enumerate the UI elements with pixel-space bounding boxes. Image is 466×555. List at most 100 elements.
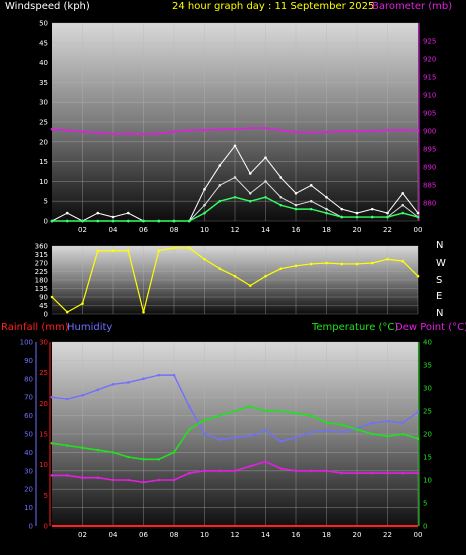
humidity-point: [401, 421, 405, 425]
wind-direction-point: [248, 284, 252, 287]
barometer-y-tick-label: 895: [423, 146, 436, 154]
temperature-point: [416, 437, 420, 440]
dewpoint-point: [248, 464, 252, 468]
x-tick-label: 08: [170, 226, 179, 234]
x-tick-label: 08: [170, 531, 179, 539]
humidity-point: [416, 410, 420, 414]
rainfall-axis-title: Rainfall (mm): [1, 322, 69, 333]
humidity-point: [96, 388, 100, 392]
humidity-point: [81, 394, 84, 397]
average-wind-point: [279, 203, 283, 207]
dewpoint-point: [264, 460, 267, 463]
barometer-point: [294, 130, 298, 134]
windspeed-axis-title: Windspeed (kph): [5, 1, 90, 12]
wind-direction-point: [142, 310, 145, 314]
wind-direction-point: [294, 264, 298, 268]
windspeed-point: [279, 195, 283, 199]
temperature-point: [50, 441, 54, 445]
humidity-point: [340, 430, 344, 434]
dewpoint-point: [96, 476, 100, 480]
temperature-point: [203, 418, 206, 422]
humidity-y-tick-label: 60: [24, 412, 33, 420]
gust-point: [264, 156, 267, 159]
wind-direction-point: [416, 274, 420, 278]
wind-direction-point: [81, 302, 84, 305]
windspeed-y-tick-label: 20: [39, 138, 48, 146]
wind-direction-point: [279, 267, 283, 270]
gust-point: [65, 211, 69, 215]
windspeed-y-tick-label: 0: [44, 218, 48, 226]
barometer-point: [309, 131, 313, 134]
barometer-point: [65, 128, 69, 132]
wind-direction-point: [386, 257, 389, 261]
wind-direction-point: [340, 262, 344, 266]
dewpoint-point: [172, 478, 176, 482]
barometer-point: [264, 126, 267, 130]
barometer-point: [340, 130, 344, 133]
x-tick-label: 04: [109, 226, 118, 234]
average-wind-point: [187, 219, 191, 223]
dewpoint-point: [157, 478, 161, 482]
compass-n-bottom: N: [436, 308, 443, 319]
direction-y-tick-label: 90: [39, 294, 48, 302]
rainfall-y-tick-label: 5: [44, 492, 48, 500]
gust-point: [325, 195, 328, 199]
temperature-y-tick-label: 0: [423, 523, 427, 531]
temperature-point: [172, 451, 176, 454]
humidity-axis-title: Humidity: [67, 322, 112, 333]
windspeed-y-tick-label: 10: [39, 178, 48, 186]
dewpoint-point: [50, 474, 54, 477]
barometer-y-tick-label: 925: [423, 38, 436, 46]
x-tick-label: 16: [292, 531, 301, 539]
humidity-y-tick-label: 30: [24, 467, 33, 475]
gust-point: [355, 211, 359, 215]
gust-point: [248, 172, 252, 175]
humidity-point: [309, 430, 313, 434]
windspeed-point: [309, 199, 313, 203]
barometer-y-tick-label: 905: [423, 110, 436, 118]
windspeed-y-tick-label: 15: [39, 158, 48, 166]
x-tick-label: 10: [200, 531, 209, 539]
rainfall-y-tick-label: 30: [39, 339, 48, 347]
average-wind-point: [248, 199, 252, 203]
barometer-point: [386, 128, 389, 132]
wind-direction-point: [309, 262, 313, 266]
temperature-point: [279, 409, 283, 413]
temperature-y-tick-label: 5: [423, 500, 427, 508]
humidity-point: [142, 377, 145, 381]
gust-point: [279, 176, 283, 179]
temperature-point: [187, 428, 191, 431]
average-wind-point: [264, 195, 267, 199]
x-tick-label: 20: [353, 531, 362, 539]
temperature-y-tick-label: 10: [423, 477, 432, 485]
dewpoint-point: [81, 476, 84, 480]
humidity-y-tick-label: 0: [29, 523, 33, 531]
direction-y-tick-label: 135: [35, 285, 48, 293]
windspeed-point: [294, 203, 298, 207]
x-tick-label: 18: [322, 531, 331, 539]
x-tick-label: 00: [414, 531, 423, 539]
wind-direction-point: [233, 274, 237, 278]
humidity-point: [248, 434, 252, 438]
temperature-plot: 02 04 06 08 10 12 14 16 18 20 22 000102030405060708…: [20, 339, 432, 540]
wind-direction-point: [325, 261, 328, 265]
average-wind-point: [416, 215, 420, 219]
barometer-point: [111, 132, 115, 136]
average-wind-point: [325, 211, 328, 215]
compass-s: S: [436, 275, 442, 286]
average-wind-point: [203, 211, 206, 215]
temperature-point: [126, 455, 130, 459]
humidity-point: [325, 429, 328, 432]
x-tick-label: 04: [109, 531, 118, 539]
temperature-point: [340, 423, 344, 427]
gust-point: [386, 211, 389, 215]
temperature-point: [96, 448, 100, 452]
wind-direction-point: [65, 310, 69, 314]
humidity-point: [126, 381, 130, 384]
x-tick-label: 22: [383, 226, 392, 234]
temperature-point: [401, 432, 405, 436]
barometer-point: [401, 128, 405, 132]
x-tick-label: 12: [231, 531, 240, 539]
humidity-point: [233, 436, 237, 439]
dewpoint-point: [355, 471, 359, 475]
